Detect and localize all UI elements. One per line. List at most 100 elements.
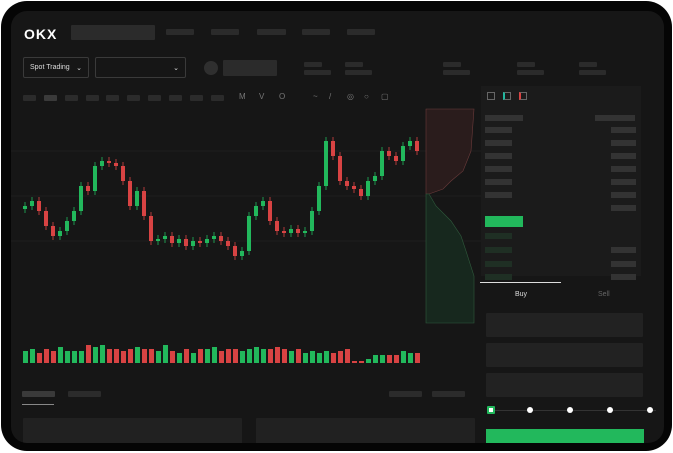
candle-body bbox=[65, 221, 69, 231]
filter-button[interactable] bbox=[432, 391, 465, 397]
mid-price bbox=[485, 216, 523, 227]
volume-bar bbox=[51, 351, 56, 363]
market-type-select[interactable]: Spot Trading ⌄ bbox=[23, 57, 89, 78]
bid-size bbox=[611, 261, 636, 267]
slider-stop[interactable] bbox=[647, 407, 654, 413]
volume-bar bbox=[240, 351, 245, 363]
volume-bar bbox=[331, 353, 336, 363]
interval-button[interactable] bbox=[106, 95, 119, 101]
candle-body bbox=[79, 186, 83, 211]
book-view-both-icon[interactable] bbox=[487, 92, 495, 100]
tab-buy[interactable]: Buy bbox=[515, 291, 528, 298]
slider-stop[interactable] bbox=[527, 407, 533, 413]
book-header bbox=[595, 115, 635, 121]
volume-bar bbox=[289, 351, 294, 363]
volume-bar bbox=[338, 351, 343, 363]
chart-tool-icon[interactable]: / bbox=[329, 92, 332, 101]
stat-label bbox=[579, 62, 597, 67]
chart-tool-icon[interactable]: ▢ bbox=[381, 92, 389, 101]
slider-stop[interactable] bbox=[567, 407, 574, 413]
candle-body bbox=[345, 181, 349, 186]
chart-tool-icon[interactable]: ○ bbox=[364, 92, 369, 101]
bid-price bbox=[485, 274, 512, 280]
interval-button[interactable] bbox=[169, 95, 182, 101]
candle-body bbox=[100, 161, 104, 166]
nav-item[interactable] bbox=[257, 29, 286, 35]
chart-tool-icon[interactable]: O bbox=[279, 92, 286, 101]
candle-body bbox=[114, 163, 118, 166]
stat-label bbox=[345, 62, 363, 67]
volume-bar bbox=[282, 349, 287, 363]
interval-button[interactable] bbox=[65, 95, 78, 101]
volume-bar bbox=[142, 349, 147, 363]
interval-button[interactable] bbox=[86, 95, 99, 101]
nav-item[interactable] bbox=[166, 29, 194, 35]
buy-button[interactable] bbox=[486, 429, 644, 443]
nav-item[interactable] bbox=[347, 29, 375, 35]
candle-body bbox=[289, 229, 293, 233]
candle-body bbox=[296, 229, 300, 233]
interval-button[interactable] bbox=[190, 95, 203, 101]
candle-body bbox=[282, 231, 286, 233]
pair-select[interactable]: ⌄ bbox=[95, 57, 186, 78]
chevron-down-icon: ⌄ bbox=[173, 64, 179, 72]
buy-tab-underline bbox=[480, 282, 561, 283]
candle-body bbox=[37, 201, 41, 211]
volume-bar bbox=[65, 351, 70, 363]
stat-label bbox=[517, 62, 535, 67]
candle-body bbox=[261, 201, 265, 206]
stat-value bbox=[517, 70, 544, 75]
volume-bar bbox=[191, 353, 196, 363]
volume-bar bbox=[156, 351, 161, 363]
candle-body bbox=[156, 239, 160, 241]
candle-body bbox=[212, 236, 216, 239]
interval-button[interactable] bbox=[148, 95, 161, 101]
ask-price bbox=[485, 127, 512, 133]
book-view-bids-icon[interactable] bbox=[503, 92, 511, 100]
slider-track[interactable] bbox=[491, 410, 656, 411]
interval-button[interactable] bbox=[211, 95, 224, 101]
total-input[interactable] bbox=[486, 373, 643, 397]
tab-sell[interactable]: Sell bbox=[598, 291, 610, 298]
candle-body bbox=[359, 189, 363, 196]
stat-value bbox=[304, 70, 331, 75]
candle-body bbox=[198, 241, 202, 243]
volume-bar bbox=[352, 361, 357, 363]
volume-bar bbox=[93, 347, 98, 363]
candle-body bbox=[135, 191, 139, 206]
interval-button[interactable] bbox=[44, 95, 57, 101]
bid-depth-area bbox=[425, 193, 475, 324]
slider-stop[interactable] bbox=[607, 407, 614, 413]
candlestick-chart[interactable] bbox=[11, 11, 664, 443]
volume-bar bbox=[184, 349, 189, 363]
chart-tool-icon[interactable]: ~ bbox=[313, 92, 318, 101]
candle-body bbox=[303, 231, 307, 233]
volume-bar bbox=[394, 355, 399, 363]
filter-button[interactable] bbox=[389, 391, 422, 397]
bid-size bbox=[611, 247, 636, 253]
volume-bar bbox=[415, 353, 420, 363]
price-input[interactable] bbox=[486, 313, 643, 337]
candle-body bbox=[128, 181, 132, 206]
slider-handle[interactable] bbox=[487, 406, 495, 414]
book-view-asks-icon[interactable] bbox=[519, 92, 527, 100]
active-tab-underline bbox=[22, 404, 54, 405]
candle-body bbox=[268, 201, 272, 221]
tab-order-history[interactable] bbox=[68, 391, 101, 397]
volume-bar bbox=[107, 349, 112, 363]
nav-item[interactable] bbox=[211, 29, 239, 35]
amount-input[interactable] bbox=[486, 343, 643, 367]
volume-bar bbox=[100, 345, 105, 363]
chart-tool-icon[interactable]: ◎ bbox=[347, 92, 354, 101]
pair-price bbox=[223, 60, 277, 76]
interval-button[interactable] bbox=[127, 95, 140, 101]
chart-tool-icon[interactable]: M bbox=[239, 92, 246, 101]
volume-bar bbox=[212, 347, 217, 363]
tab-open-orders[interactable] bbox=[22, 391, 55, 397]
nav-item[interactable] bbox=[302, 29, 330, 35]
volume-bar bbox=[268, 349, 273, 363]
interval-button[interactable] bbox=[23, 95, 36, 101]
search-bar[interactable] bbox=[71, 25, 155, 40]
candle-body bbox=[184, 239, 188, 246]
chart-tool-icon[interactable]: V bbox=[259, 92, 265, 101]
